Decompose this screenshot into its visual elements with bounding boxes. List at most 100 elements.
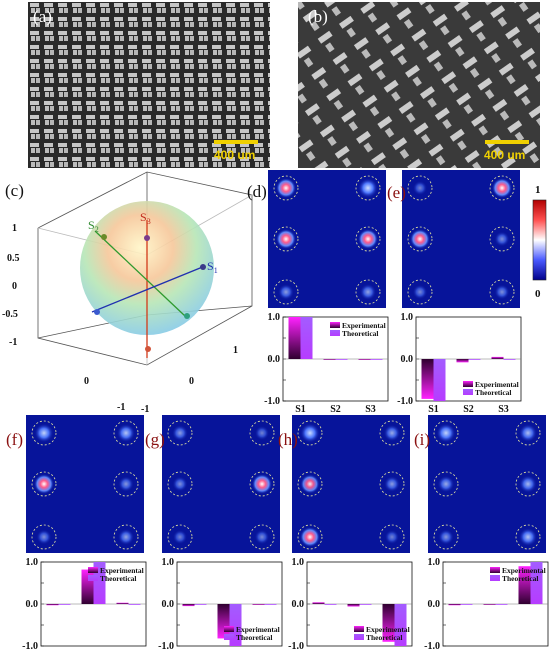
x-tick-label: S3 [498, 404, 509, 415]
intensity-spot [172, 529, 188, 545]
theoretical-bar-s3 [394, 604, 407, 646]
svg-text:1: 1 [233, 345, 238, 356]
legend-swatch-experimental [330, 322, 340, 328]
svg-text:-0.5: -0.5 [2, 309, 18, 320]
intensity-spot [300, 527, 320, 547]
s1-axis [91, 265, 206, 313]
intensity-spot [492, 178, 512, 198]
sphere-front-ticks: 0 -1 [84, 376, 125, 413]
svg-text:0: 0 [189, 376, 194, 387]
legend-swatch-experimental [490, 567, 500, 573]
intensity-spot [34, 474, 54, 494]
dashed-ring [355, 279, 381, 305]
legend-label-experimental: Experimental [236, 625, 280, 634]
dashed-ring [379, 524, 405, 550]
intensity-spot [384, 476, 400, 492]
intensity-spot [116, 423, 136, 443]
dashed-ring [167, 524, 193, 550]
svg-text:-1: -1 [9, 337, 17, 348]
dashed-ring [249, 420, 275, 446]
intensity-maps [26, 170, 546, 553]
dashed-ring [515, 471, 541, 497]
y-tick-label: 1.0 [162, 557, 175, 568]
theoretical-bar-s2 [468, 359, 481, 360]
dashed-ring [355, 226, 381, 252]
legend-swatch-experimental [88, 567, 98, 573]
dashed-ring [113, 471, 139, 497]
intensity-map-d [268, 170, 386, 308]
dashed-ring [249, 524, 275, 550]
dashed-ring [31, 524, 57, 550]
legend-label-theoretical: Theoretical [342, 329, 379, 338]
colorbar: 1 0 [532, 184, 547, 300]
experimental-bar-s2 [217, 604, 230, 639]
svg-text:0: 0 [84, 376, 89, 387]
y-tick-label: -1.0 [158, 641, 174, 650]
intensity-spot [410, 229, 430, 249]
legend-label-experimental: Experimental [366, 625, 410, 634]
legend-label-theoretical: Theoretical [502, 574, 539, 583]
x-tick-label: S2 [463, 404, 474, 415]
dashed-ring [31, 471, 57, 497]
experimental-bar-s3 [382, 604, 395, 642]
dashed-ring [167, 471, 193, 497]
intensity-spot [518, 527, 538, 547]
s3-label: S3 [140, 210, 151, 226]
y-tick-label: 0.0 [268, 354, 281, 365]
panel-label-i: (i) [414, 430, 430, 449]
experimental-bar-s2 [81, 569, 94, 604]
dashed-ring [113, 420, 139, 446]
panel-label-b: (b) [308, 7, 328, 26]
intensity-spot [436, 423, 456, 443]
theoretical-bar-s3 [530, 562, 543, 604]
panel-label-a: (a) [33, 7, 52, 26]
dashed-ring [297, 420, 323, 446]
experimental-bar-s3 [358, 359, 371, 360]
theoretical-bar-s1 [194, 604, 207, 605]
intensity-spot [172, 476, 188, 492]
dashed-ring [433, 524, 459, 550]
experimental-bar-s2 [347, 604, 360, 607]
legend-label-experimental: Experimental [475, 380, 519, 389]
experimental-bar-s1 [288, 317, 301, 359]
intensity-spot [300, 423, 320, 443]
experimental-bar-s1 [421, 359, 434, 399]
intensity-spot [438, 529, 454, 545]
theoretical-bar-s1 [433, 359, 446, 401]
y-tick-label: -1.0 [424, 641, 440, 650]
legend-swatch-experimental [354, 626, 364, 632]
dashed-ring [379, 420, 405, 446]
scale-bar-a [214, 140, 258, 144]
intensity-spot [519, 475, 537, 493]
experimental-bar-s1 [448, 604, 461, 606]
dashed-ring [297, 471, 323, 497]
y-tick-label: -1.0 [22, 641, 38, 650]
y-tick-label: -1.0 [397, 396, 413, 407]
svg-text:-1: -1 [117, 402, 125, 413]
intensity-map-f [26, 415, 144, 553]
intensity-spot [252, 474, 272, 494]
panel-label-c: (c) [5, 181, 24, 200]
dashed-ring [379, 471, 405, 497]
intensity-spot [437, 475, 455, 493]
legend-swatch-theoretical [463, 389, 473, 395]
legend-label-experimental: Experimental [342, 321, 386, 330]
intensity-spot [254, 425, 270, 441]
intensity-spot [276, 178, 296, 198]
intensity-spot [384, 529, 400, 545]
y-tick-label: 1.0 [26, 557, 39, 568]
stokes-bar-charts: 1.00.0-1.0S1 S2 S3ExperimentalTheoretical1… [22, 312, 549, 650]
dashed-ring [31, 420, 57, 446]
intensity-spot [383, 424, 401, 442]
scale-bar-b [485, 140, 529, 144]
theoretical-bar-s2 [335, 359, 348, 360]
dashed-ring [113, 524, 139, 550]
legend-swatch-theoretical [224, 634, 234, 640]
dashed-ring [273, 226, 299, 252]
theoretical-bar-s1 [460, 604, 473, 605]
experimental-bar-s3 [491, 356, 504, 359]
x-tick-label: S2 [330, 404, 341, 415]
